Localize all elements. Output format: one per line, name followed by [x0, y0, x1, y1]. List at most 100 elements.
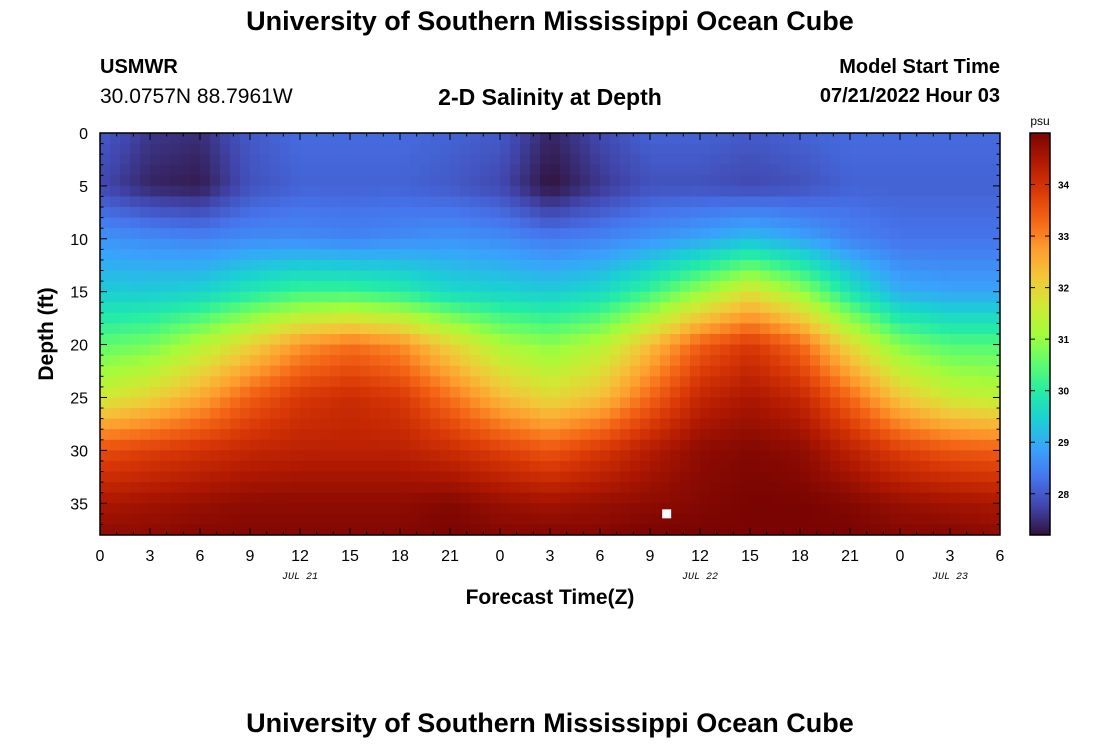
heatmap-cell	[780, 164, 791, 176]
heatmap-cell	[240, 460, 251, 473]
heatmap-cell	[520, 460, 531, 473]
heatmap-cell	[590, 238, 601, 250]
heatmap-cell	[890, 408, 901, 420]
heatmap-cell	[960, 492, 971, 504]
heatmap-cell	[950, 460, 961, 473]
heatmap-cell	[800, 249, 811, 261]
heatmap-cell	[380, 323, 391, 335]
heatmap-cell	[340, 228, 351, 240]
heatmap-cell	[360, 270, 371, 282]
heatmap-cell	[270, 185, 281, 198]
heatmap-cell	[350, 492, 361, 504]
colorbar-unit: psu	[1030, 114, 1049, 128]
heatmap-cell	[150, 460, 161, 473]
heatmap-cell	[460, 397, 471, 409]
heatmap-cell	[150, 386, 161, 399]
heatmap-cell	[460, 281, 471, 293]
heatmap-cell	[830, 291, 841, 303]
heatmap-cell	[100, 376, 111, 388]
heatmap-cell	[760, 302, 771, 314]
heatmap-cell	[710, 344, 721, 356]
heatmap-cell	[130, 281, 141, 293]
heatmap-cell	[140, 524, 151, 535]
heatmap-cell	[920, 207, 931, 219]
heatmap-cell	[300, 503, 311, 515]
heatmap-cell	[690, 143, 701, 155]
heatmap-cell	[570, 133, 581, 145]
heatmap-cell	[560, 217, 571, 229]
heatmap-cell	[470, 334, 481, 346]
heatmap-cell	[610, 133, 621, 145]
heatmap-cell	[930, 408, 941, 420]
heatmap-cell	[700, 133, 711, 145]
heatmap-cell	[510, 355, 521, 367]
heatmap-cell	[730, 228, 741, 240]
heatmap-cell	[930, 238, 941, 250]
heatmap-cell	[130, 450, 141, 462]
heatmap-cell	[240, 259, 251, 272]
heatmap-cell	[170, 482, 181, 494]
heatmap-cell	[730, 408, 741, 420]
heatmap-cell	[790, 185, 801, 198]
heatmap-cell	[220, 460, 231, 473]
heatmap-cell	[910, 217, 921, 229]
heatmap-cell	[230, 492, 241, 504]
heatmap-cell	[450, 460, 461, 473]
heatmap-cell	[520, 270, 531, 282]
heatmap-cell	[680, 143, 691, 155]
heatmap-cell	[520, 355, 531, 367]
heatmap-cell	[440, 355, 451, 367]
heatmap-cell	[650, 259, 661, 272]
heatmap-cell	[650, 492, 661, 504]
heatmap-cell	[160, 175, 171, 187]
heatmap-cell	[310, 143, 321, 155]
heatmap-cell	[160, 259, 171, 272]
heatmap-cell	[350, 482, 361, 494]
heatmap-cell	[200, 439, 211, 451]
heatmap-cell	[510, 143, 521, 155]
heatmap-cell	[400, 524, 411, 535]
heatmap-cell	[890, 524, 901, 535]
heatmap-cell	[990, 376, 1000, 388]
heatmap-cell	[380, 185, 391, 198]
heatmap-cell	[410, 228, 421, 240]
heatmap-cell	[650, 196, 661, 208]
heatmap-cell	[850, 175, 861, 187]
heatmap-cell	[880, 429, 891, 441]
heatmap-cell	[790, 281, 801, 293]
heatmap-cell	[720, 418, 731, 430]
heatmap-cell	[810, 439, 821, 451]
heatmap-cell	[480, 143, 491, 155]
heatmap-cell	[870, 217, 881, 229]
heatmap-cell	[500, 513, 511, 526]
heatmap-cell	[160, 365, 171, 377]
heatmap-cell	[910, 238, 921, 250]
heatmap-cell	[660, 270, 671, 282]
heatmap-cell	[490, 217, 501, 229]
heatmap-cell	[600, 291, 611, 303]
heatmap-cell	[390, 513, 401, 526]
heatmap-cell	[330, 270, 341, 282]
heatmap-cell	[910, 270, 921, 282]
heatmap-cell	[400, 471, 411, 483]
heatmap-cell	[810, 503, 821, 515]
heatmap-cell	[480, 513, 491, 526]
heatmap-cell	[170, 207, 181, 219]
heatmap-cell	[690, 164, 701, 176]
heatmap-cell	[410, 439, 421, 451]
heatmap-cell	[620, 355, 631, 367]
heatmap-cell	[500, 450, 511, 462]
heatmap-cell	[190, 524, 201, 535]
heatmap-cell	[430, 513, 441, 526]
heatmap-cell	[260, 281, 271, 293]
heatmap-cell	[860, 524, 871, 535]
heatmap-cell	[380, 270, 391, 282]
heatmap-cell	[120, 154, 131, 166]
heatmap-cell	[390, 217, 401, 229]
heatmap-cell	[320, 408, 331, 420]
heatmap-cell	[340, 164, 351, 176]
heatmap-cell	[300, 418, 311, 430]
heatmap-cell	[440, 376, 451, 388]
heatmap-cell	[280, 291, 291, 303]
heatmap-cell	[630, 133, 641, 145]
